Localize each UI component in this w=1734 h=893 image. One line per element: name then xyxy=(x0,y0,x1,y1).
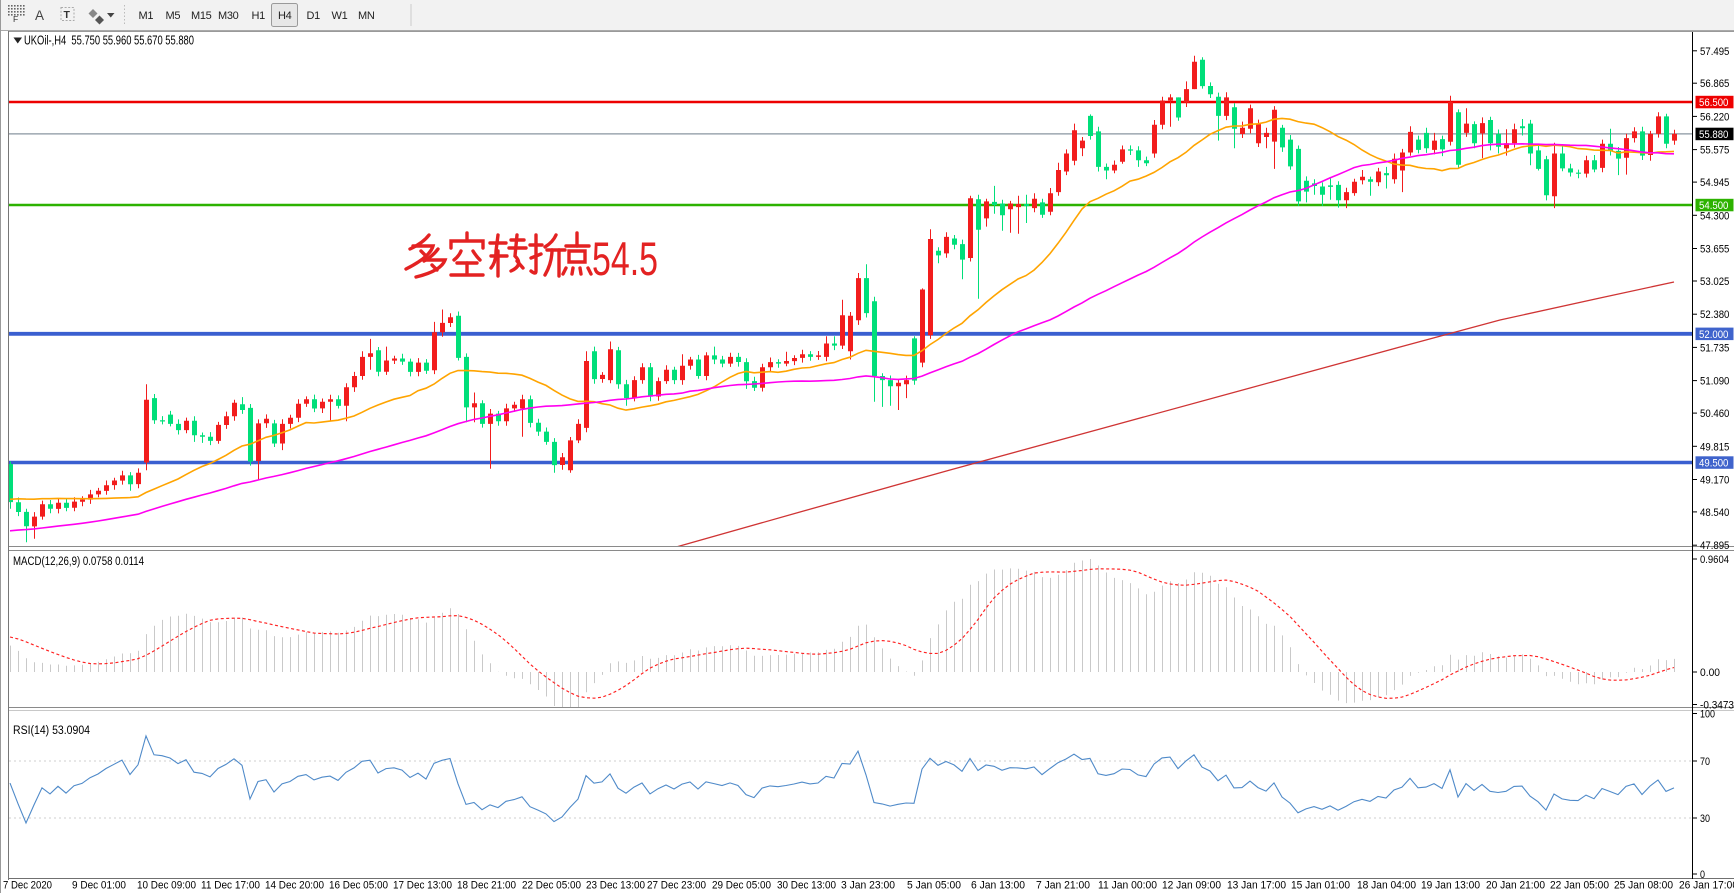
svg-text:49.815: 49.815 xyxy=(1700,441,1729,453)
svg-text:70: 70 xyxy=(1700,756,1710,768)
svg-text:52.380: 52.380 xyxy=(1700,309,1729,321)
svg-text:10 Dec 09:00: 10 Dec 09:00 xyxy=(137,880,196,892)
svg-text:MN: MN xyxy=(358,10,375,22)
svg-text:12 Jan 09:00: 12 Jan 09:00 xyxy=(1162,880,1221,892)
svg-text:15 Jan 01:00: 15 Jan 01:00 xyxy=(1291,880,1350,892)
svg-text:9 Dec 01:00: 9 Dec 01:00 xyxy=(72,880,126,892)
svg-text:48.540: 48.540 xyxy=(1700,507,1729,519)
svg-text:50.460: 50.460 xyxy=(1700,408,1729,420)
svg-text:30 Dec 13:00: 30 Dec 13:00 xyxy=(777,880,836,892)
svg-text:14 Dec 20:00: 14 Dec 20:00 xyxy=(265,880,324,892)
svg-text:49.170: 49.170 xyxy=(1700,475,1729,487)
svg-text:19 Jan 13:00: 19 Jan 13:00 xyxy=(1421,880,1480,892)
svg-text:49.500: 49.500 xyxy=(1699,458,1728,470)
svg-text:56.865: 56.865 xyxy=(1700,78,1729,90)
svg-text:6 Jan 13:00: 6 Jan 13:00 xyxy=(971,880,1025,892)
svg-text:UKOil-,H4 55.750 55.960 55.67: UKOil-,H4 55.750 55.960 55.670 55.880 xyxy=(24,34,194,48)
svg-text:3 Jan 23:00: 3 Jan 23:00 xyxy=(841,880,895,892)
svg-text:F: F xyxy=(13,14,18,24)
svg-text:55.880: 55.880 xyxy=(1699,129,1728,141)
svg-text:23 Dec 13:00: 23 Dec 13:00 xyxy=(586,880,645,892)
svg-text:22 Jan 05:00: 22 Jan 05:00 xyxy=(1550,880,1609,892)
svg-text:54.500: 54.500 xyxy=(1699,200,1728,212)
svg-text:7 Jan 21:00: 7 Jan 21:00 xyxy=(1036,880,1090,892)
svg-text:13 Jan 17:00: 13 Jan 17:00 xyxy=(1227,880,1286,892)
svg-text:51.090: 51.090 xyxy=(1700,376,1729,388)
svg-text:56.220: 56.220 xyxy=(1700,111,1729,123)
svg-text:54.5: 54.5 xyxy=(592,232,658,285)
svg-text:54.300: 54.300 xyxy=(1700,210,1729,222)
svg-text:57.495: 57.495 xyxy=(1700,46,1729,58)
svg-text:26 Jan 17:00: 26 Jan 17:00 xyxy=(1679,880,1734,892)
svg-text:100: 100 xyxy=(1700,709,1715,721)
svg-text:0: 0 xyxy=(1700,869,1705,881)
svg-text:H4: H4 xyxy=(278,10,292,22)
svg-text:W1: W1 xyxy=(332,10,348,22)
svg-text:27 Dec 23:00: 27 Dec 23:00 xyxy=(647,880,706,892)
svg-text:7 Dec 2020: 7 Dec 2020 xyxy=(3,880,52,892)
svg-text:11 Dec 17:00: 11 Dec 17:00 xyxy=(201,880,260,892)
svg-text:T: T xyxy=(64,9,71,21)
svg-text:16 Dec 05:00: 16 Dec 05:00 xyxy=(329,880,388,892)
svg-text:5 Jan 05:00: 5 Jan 05:00 xyxy=(907,880,961,892)
svg-text:-0.3473: -0.3473 xyxy=(1700,700,1734,712)
svg-text:18 Jan 04:00: 18 Jan 04:00 xyxy=(1357,880,1416,892)
svg-text:RSI(14) 53.0904: RSI(14) 53.0904 xyxy=(13,725,91,737)
svg-text:30: 30 xyxy=(1700,813,1710,825)
svg-text:25 Jan 08:00: 25 Jan 08:00 xyxy=(1614,880,1673,892)
svg-text:52.000: 52.000 xyxy=(1699,329,1728,341)
svg-text:56.500: 56.500 xyxy=(1699,97,1728,109)
svg-text:A: A xyxy=(35,8,44,23)
svg-text:53.655: 53.655 xyxy=(1700,244,1729,256)
svg-text:M5: M5 xyxy=(166,10,181,22)
svg-text:H1: H1 xyxy=(252,10,266,22)
svg-text:18 Dec 21:00: 18 Dec 21:00 xyxy=(457,880,516,892)
svg-text:51.735: 51.735 xyxy=(1700,342,1729,354)
svg-text:29 Dec 05:00: 29 Dec 05:00 xyxy=(712,880,771,892)
svg-text:20 Jan 21:00: 20 Jan 21:00 xyxy=(1486,880,1545,892)
svg-text:M30: M30 xyxy=(218,10,239,22)
svg-text:0.9604: 0.9604 xyxy=(1700,554,1729,566)
svg-text:0.00: 0.00 xyxy=(1700,667,1720,679)
svg-text:M1: M1 xyxy=(139,10,154,22)
svg-text:17 Dec 13:00: 17 Dec 13:00 xyxy=(393,880,452,892)
svg-text:55.575: 55.575 xyxy=(1700,145,1729,157)
svg-text:M15: M15 xyxy=(191,10,212,22)
svg-text:54.945: 54.945 xyxy=(1700,177,1729,189)
svg-text:47.895: 47.895 xyxy=(1700,540,1729,552)
svg-text:53.025: 53.025 xyxy=(1700,276,1729,288)
svg-text:11 Jan 00:00: 11 Jan 00:00 xyxy=(1098,880,1157,892)
svg-text:D1: D1 xyxy=(307,10,321,22)
svg-text:22 Dec 05:00: 22 Dec 05:00 xyxy=(522,880,581,892)
svg-text:MACD(12,26,9) 0.0758 0.0114: MACD(12,26,9) 0.0758 0.0114 xyxy=(13,556,145,568)
